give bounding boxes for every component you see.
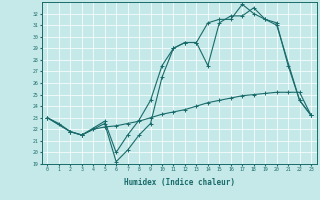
X-axis label: Humidex (Indice chaleur): Humidex (Indice chaleur) [124, 178, 235, 187]
